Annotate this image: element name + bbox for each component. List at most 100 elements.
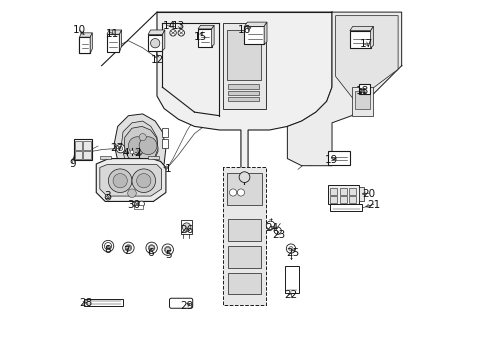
Circle shape (167, 249, 170, 252)
Bar (329, 197, 337, 203)
Text: 27: 27 (110, 143, 123, 153)
Circle shape (266, 221, 274, 230)
Bar (100, 156, 110, 159)
Circle shape (128, 245, 131, 248)
Circle shape (136, 174, 151, 188)
Text: 1: 1 (164, 164, 171, 174)
Polygon shape (198, 25, 214, 29)
Circle shape (105, 244, 110, 249)
Circle shape (169, 30, 176, 36)
Bar (328, 151, 349, 165)
Text: 10: 10 (73, 25, 86, 35)
Bar (329, 188, 337, 195)
Circle shape (127, 248, 130, 251)
Circle shape (132, 169, 155, 193)
Bar (74, 139, 92, 160)
Text: 13: 13 (171, 21, 184, 31)
Polygon shape (90, 33, 92, 53)
Bar (358, 84, 369, 94)
Circle shape (116, 144, 124, 153)
Circle shape (162, 244, 173, 255)
Bar (148, 156, 159, 159)
Polygon shape (157, 12, 331, 169)
Circle shape (149, 246, 154, 250)
Polygon shape (100, 165, 162, 196)
Text: 16: 16 (237, 25, 251, 35)
Text: 7: 7 (123, 247, 130, 256)
Bar (80, 37, 90, 53)
Circle shape (132, 201, 138, 207)
Circle shape (102, 240, 114, 252)
Circle shape (359, 91, 361, 94)
Circle shape (122, 242, 134, 253)
Text: 23: 23 (271, 230, 285, 240)
Circle shape (178, 30, 184, 36)
Circle shape (148, 248, 151, 251)
Text: 20: 20 (362, 189, 375, 199)
Circle shape (125, 247, 127, 249)
Circle shape (113, 174, 127, 188)
Bar (285, 266, 299, 293)
Circle shape (359, 88, 361, 90)
Circle shape (165, 247, 170, 252)
Circle shape (150, 244, 153, 247)
Circle shape (363, 91, 365, 94)
Circle shape (127, 189, 136, 198)
Circle shape (166, 250, 169, 253)
Circle shape (128, 137, 146, 155)
Circle shape (125, 248, 128, 251)
Circle shape (150, 248, 153, 251)
Text: 30: 30 (127, 200, 140, 210)
Circle shape (129, 247, 132, 249)
Circle shape (151, 245, 154, 248)
Bar (83, 298, 123, 306)
Bar (244, 26, 264, 44)
Bar (83, 141, 90, 150)
Circle shape (152, 247, 155, 249)
Circle shape (139, 134, 146, 141)
Bar (223, 23, 265, 109)
Polygon shape (148, 30, 164, 35)
Circle shape (288, 247, 292, 251)
Polygon shape (335, 16, 397, 102)
Circle shape (139, 201, 144, 207)
Text: 15: 15 (194, 32, 207, 42)
Circle shape (182, 223, 190, 231)
Circle shape (166, 246, 169, 249)
Bar (228, 97, 258, 102)
Circle shape (164, 247, 167, 250)
Bar (348, 197, 355, 203)
Polygon shape (287, 12, 401, 166)
Circle shape (274, 227, 281, 234)
Bar (358, 187, 364, 202)
Text: 17: 17 (359, 39, 372, 49)
Bar (75, 151, 82, 159)
Text: 8: 8 (104, 245, 111, 255)
Bar (329, 204, 362, 211)
Circle shape (363, 88, 365, 90)
Polygon shape (80, 37, 90, 53)
Text: 14: 14 (163, 21, 176, 31)
Text: 25: 25 (286, 248, 299, 258)
Circle shape (127, 244, 130, 247)
Circle shape (125, 246, 131, 250)
Circle shape (139, 137, 157, 155)
Circle shape (164, 248, 167, 251)
Circle shape (285, 244, 295, 253)
Bar (198, 29, 211, 47)
Text: 3: 3 (104, 191, 111, 201)
Circle shape (150, 39, 160, 48)
Circle shape (167, 247, 170, 250)
Bar (226, 30, 260, 80)
Text: 29: 29 (181, 301, 194, 311)
Text: 12: 12 (151, 55, 164, 65)
Circle shape (148, 247, 151, 249)
Circle shape (108, 169, 132, 193)
Bar (348, 188, 355, 195)
Polygon shape (244, 22, 266, 26)
Circle shape (168, 248, 171, 251)
Circle shape (164, 249, 167, 252)
Text: 18: 18 (355, 86, 368, 96)
Polygon shape (114, 114, 165, 175)
Polygon shape (107, 30, 122, 34)
